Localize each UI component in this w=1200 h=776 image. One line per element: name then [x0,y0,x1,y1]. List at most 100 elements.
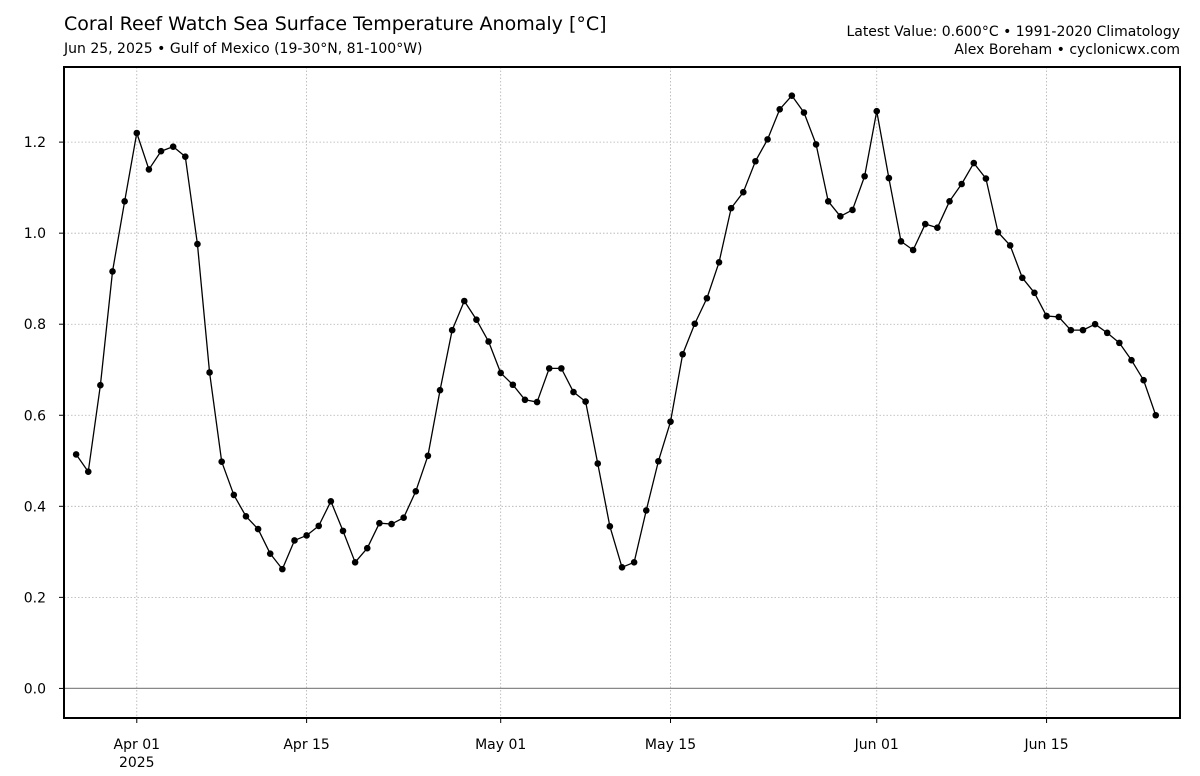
data-point [254,525,262,533]
data-point [570,388,577,396]
data-point [1152,411,1160,419]
data-point [582,398,589,405]
data-point [97,381,104,389]
data-point [424,452,432,460]
data-point [618,564,626,571]
data-point [994,228,1002,236]
data-point [266,550,274,557]
data-point [157,147,165,155]
data-point [388,520,395,528]
data-point [121,198,128,205]
data-point [970,159,978,167]
plot-frame [63,66,1181,719]
chart-subtitle: Jun 25, 2025 • Gulf of Mexico (19-30°N, … [64,41,423,57]
credit-text: Alex Boreham • cyclonicwx.com [954,42,1180,58]
data-point [327,498,335,505]
data-point [558,365,565,372]
data-point [909,246,917,254]
data-point [363,544,371,552]
data-point [1103,329,1111,337]
data-point [109,268,116,275]
data-point [655,457,662,465]
y-tick-label: 1.2 [24,135,46,151]
data-point [703,294,711,302]
x-tick-label: May 15 [645,737,696,753]
data-point [958,180,965,188]
data-point [740,188,747,196]
data-point [691,320,699,328]
data-point [545,365,553,372]
data-point [497,369,505,377]
data-point [897,238,905,245]
data-point [521,396,529,404]
data-point [436,386,444,394]
data-point [812,141,820,148]
data-point [1055,313,1062,321]
data-point [594,460,602,467]
x-tick-label: Jun 01 [854,737,899,753]
data-point [194,240,201,248]
data-point [788,92,796,99]
data-point [72,451,80,458]
data-point [1079,326,1087,334]
data-point [946,198,953,205]
data-point [800,109,808,116]
data-point [145,166,153,173]
data-point [315,522,323,530]
data-point [206,369,213,376]
data-point [1067,326,1075,334]
data-point [485,338,492,345]
data-point [1091,320,1099,328]
data-point [861,172,868,180]
y-tick-label: 0.8 [24,317,46,333]
data-point [230,491,238,499]
data-point [279,565,286,573]
data-point [339,527,347,535]
data-point [715,259,723,266]
data-point [679,350,686,358]
x-tick-label: Apr 01 [114,737,160,753]
data-point [448,326,456,334]
data-point [934,224,941,231]
y-tick-label: 1.0 [24,226,46,242]
data-point [837,213,844,220]
data-point [752,157,759,165]
data-point [509,381,517,389]
data-point [376,519,383,527]
chart-title: Coral Reef Watch Sea Surface Temperature… [64,13,607,35]
data-point [1128,356,1135,364]
x-tick-year-label: 2025 [119,755,155,771]
data-point [630,559,638,566]
data-point [242,513,250,520]
data-point [849,206,856,214]
data-point [1140,376,1147,384]
x-tick-label: May 01 [475,737,526,753]
data-point [667,418,674,425]
data-point [824,198,832,205]
data-point [982,175,990,182]
data-point [218,458,225,466]
x-tick-label: Jun 15 [1023,737,1068,753]
series-line [75,95,1157,570]
data-point [303,532,310,539]
data-point [885,174,893,182]
data-point [533,398,541,406]
data-point [169,143,177,150]
y-tick-label: 0.4 [24,499,46,515]
data-point [1116,339,1123,347]
data-point [400,514,407,521]
data-point [873,107,881,115]
data-point [1043,312,1050,320]
y-tick-label: 0.0 [24,681,46,697]
data-point [1006,242,1014,249]
data-point [1031,289,1038,297]
data-point [351,559,359,566]
data-point [412,487,420,495]
data-point [291,537,298,544]
latest-value-text: Latest Value: 0.600°C • 1991-2020 Climat… [846,24,1180,40]
axis-layer: Apr 01 2025 Apr 15 May 01 May 15 Jun 01 Jun 15… [24,66,1181,771]
data-point [133,129,141,137]
data-point [776,106,783,113]
y-tick-label: 0.6 [24,408,46,424]
y-tick-label: 0.2 [24,590,46,606]
